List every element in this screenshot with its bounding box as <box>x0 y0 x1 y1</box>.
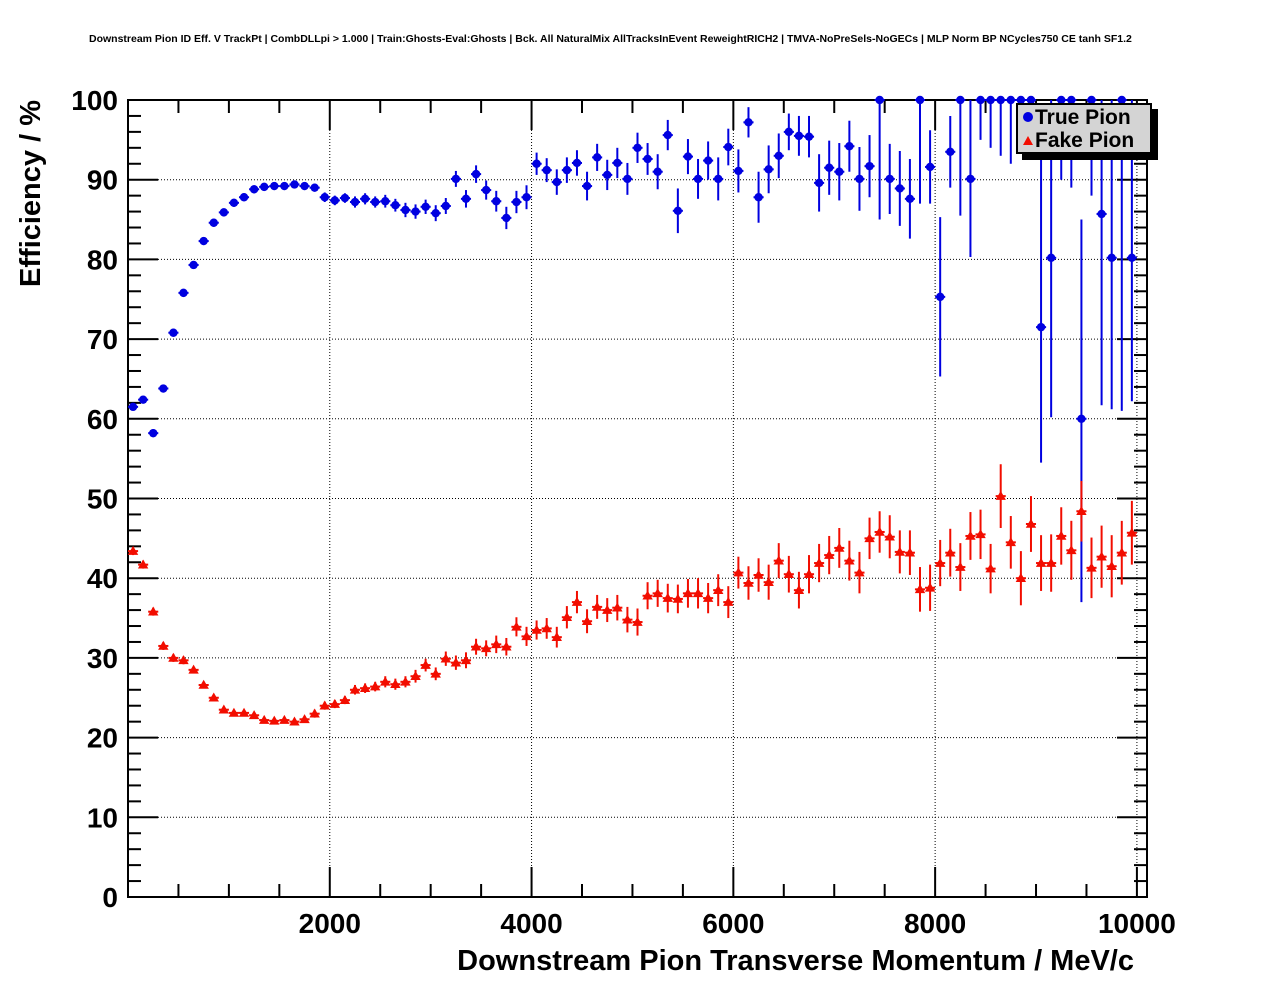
svg-text:90: 90 <box>87 165 118 196</box>
legend: True Pion Fake Pion <box>1016 103 1152 154</box>
svg-text:60: 60 <box>87 404 118 435</box>
svg-text:80: 80 <box>87 244 118 275</box>
legend-entry-fake-pion: Fake Pion <box>1018 129 1150 151</box>
true-pion-marker-icon <box>1021 112 1035 122</box>
svg-text:70: 70 <box>87 324 118 355</box>
fake-pion-marker-icon <box>1021 135 1035 145</box>
svg-text:20: 20 <box>87 723 118 754</box>
svg-text:100: 100 <box>71 85 118 116</box>
svg-text:50: 50 <box>87 484 118 515</box>
plot-title: Downstream Pion ID Eff. V TrackPt | Comb… <box>89 33 1132 45</box>
x-axis-title: Downstream Pion Transverse Momentum / Me… <box>457 945 1134 977</box>
svg-text:10: 10 <box>87 802 118 833</box>
svg-text:40: 40 <box>87 563 118 594</box>
svg-text:30: 30 <box>87 643 118 674</box>
y-axis-title: Efficiency / % <box>15 100 47 287</box>
svg-text:10000: 10000 <box>1098 908 1176 939</box>
svg-text:6000: 6000 <box>702 908 764 939</box>
svg-text:4000: 4000 <box>500 908 562 939</box>
svg-text:8000: 8000 <box>904 908 966 939</box>
legend-label: Fake Pion <box>1035 128 1135 152</box>
legend-entry-true-pion: True Pion <box>1018 106 1150 128</box>
svg-text:0: 0 <box>102 882 118 913</box>
svg-text:2000: 2000 <box>299 908 361 939</box>
legend-label: True Pion <box>1035 105 1131 129</box>
